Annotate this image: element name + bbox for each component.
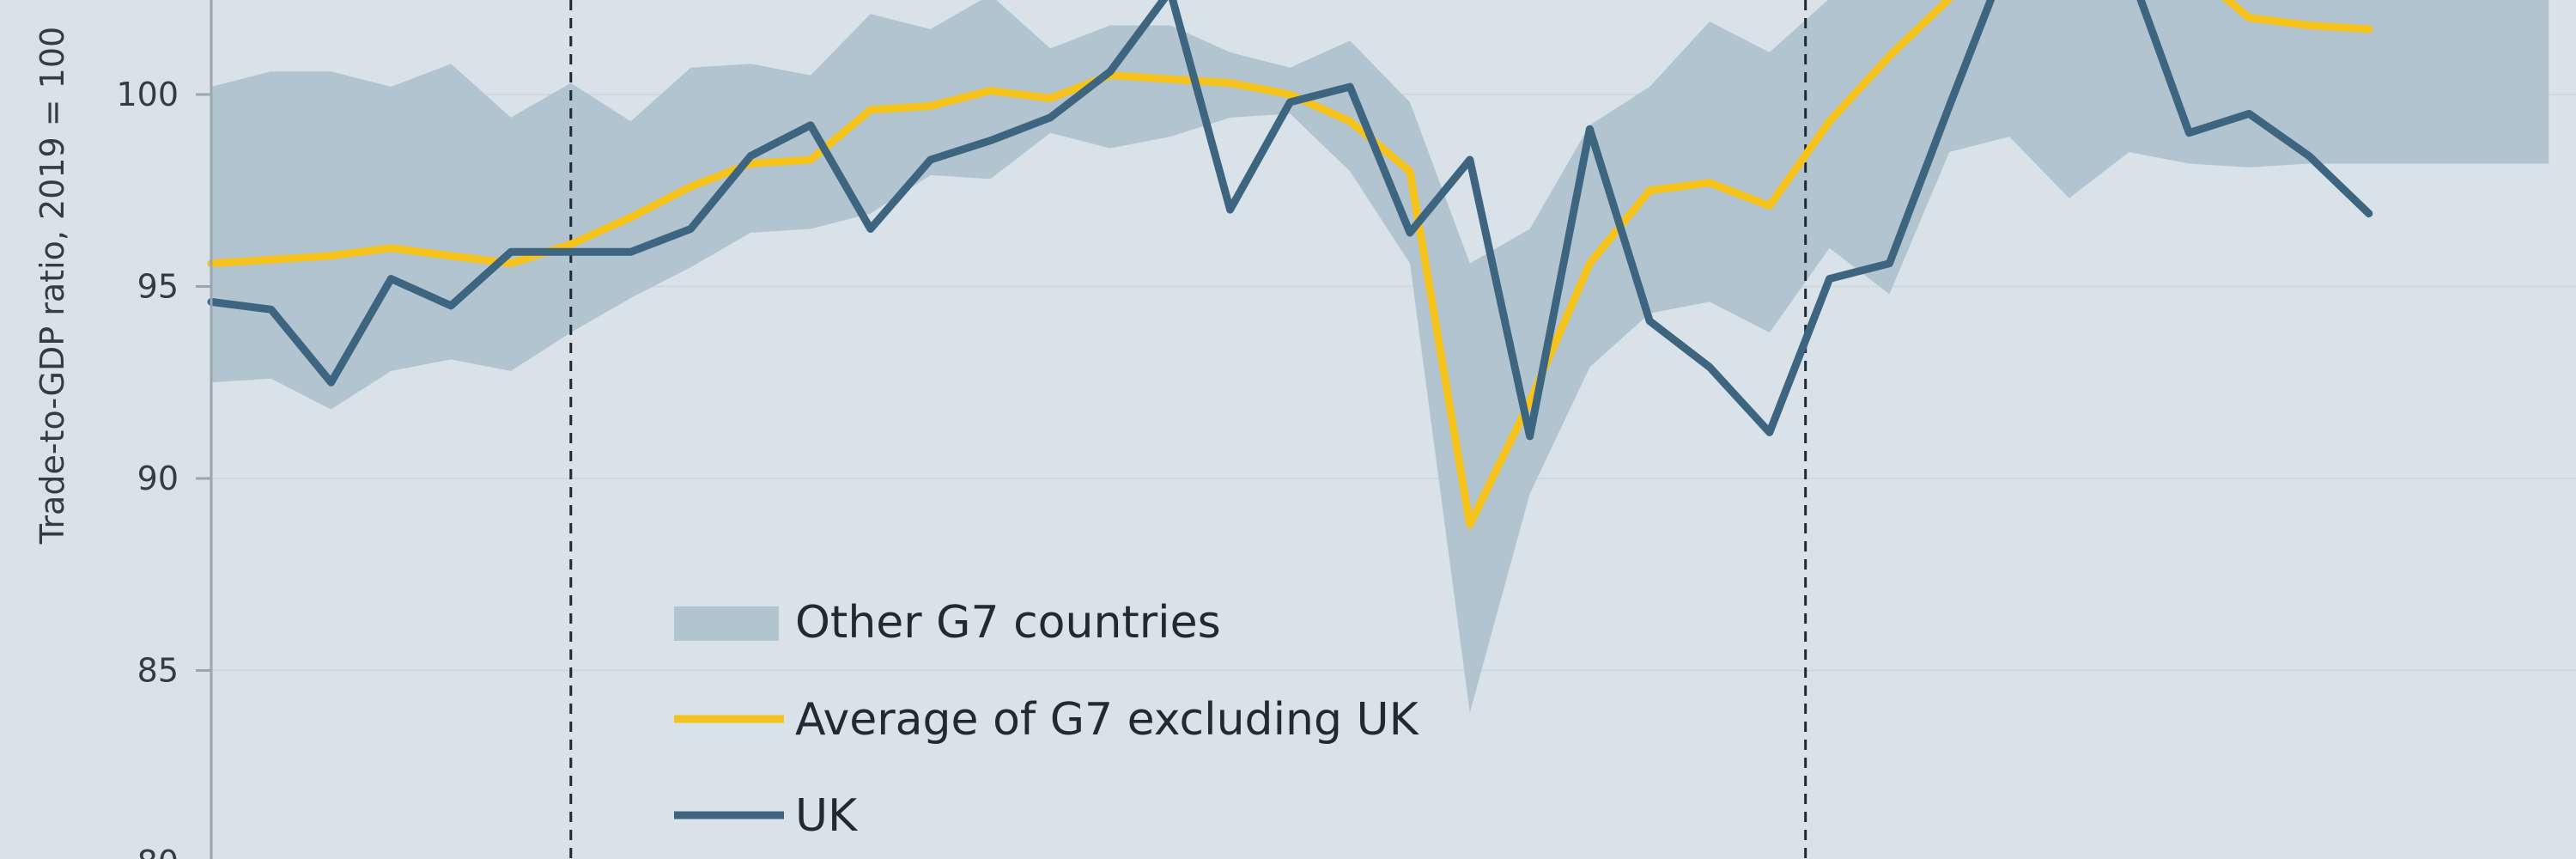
y-tick-labels: 80 85 90 95 100 — [116, 76, 179, 859]
y-tick-label-100: 100 — [116, 76, 179, 113]
y-tick-label-95: 95 — [137, 268, 179, 306]
series-lines — [207, 0, 2373, 529]
legend-label-average: Average of G7 excluding UK — [795, 694, 1420, 746]
band-layer — [211, 0, 2549, 713]
series-line-g7-average — [207, 0, 2373, 529]
y-tick-label-90: 90 — [137, 460, 179, 497]
legend-label-band: Other G7 countries — [795, 597, 1221, 649]
legend-swatch-band — [674, 606, 779, 641]
y-tick-label-80: 80 — [137, 844, 179, 859]
legend-label-uk: UK — [795, 790, 859, 842]
y-tick-label-85: 85 — [137, 652, 179, 690]
legend: Other G7 countries Average of G7 excludi… — [674, 597, 1420, 842]
series-band-other-g7 — [211, 0, 2549, 713]
series-line-uk — [207, 0, 2373, 441]
y-axis-title: Trade-to-GDP ratio, 2019 = 100 — [33, 27, 71, 545]
